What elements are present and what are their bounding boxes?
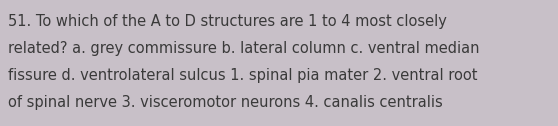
Text: of spinal nerve 3. visceromotor neurons 4. canalis centralis: of spinal nerve 3. visceromotor neurons … [8, 95, 442, 110]
Text: fissure d. ventrolateral sulcus 1. spinal pia mater 2. ventral root: fissure d. ventrolateral sulcus 1. spina… [8, 68, 478, 83]
Text: related? a. grey commissure b. lateral column c. ventral median: related? a. grey commissure b. lateral c… [8, 41, 479, 56]
Text: 51. To which of the A to D structures are 1 to 4 most closely: 51. To which of the A to D structures ar… [8, 14, 447, 29]
